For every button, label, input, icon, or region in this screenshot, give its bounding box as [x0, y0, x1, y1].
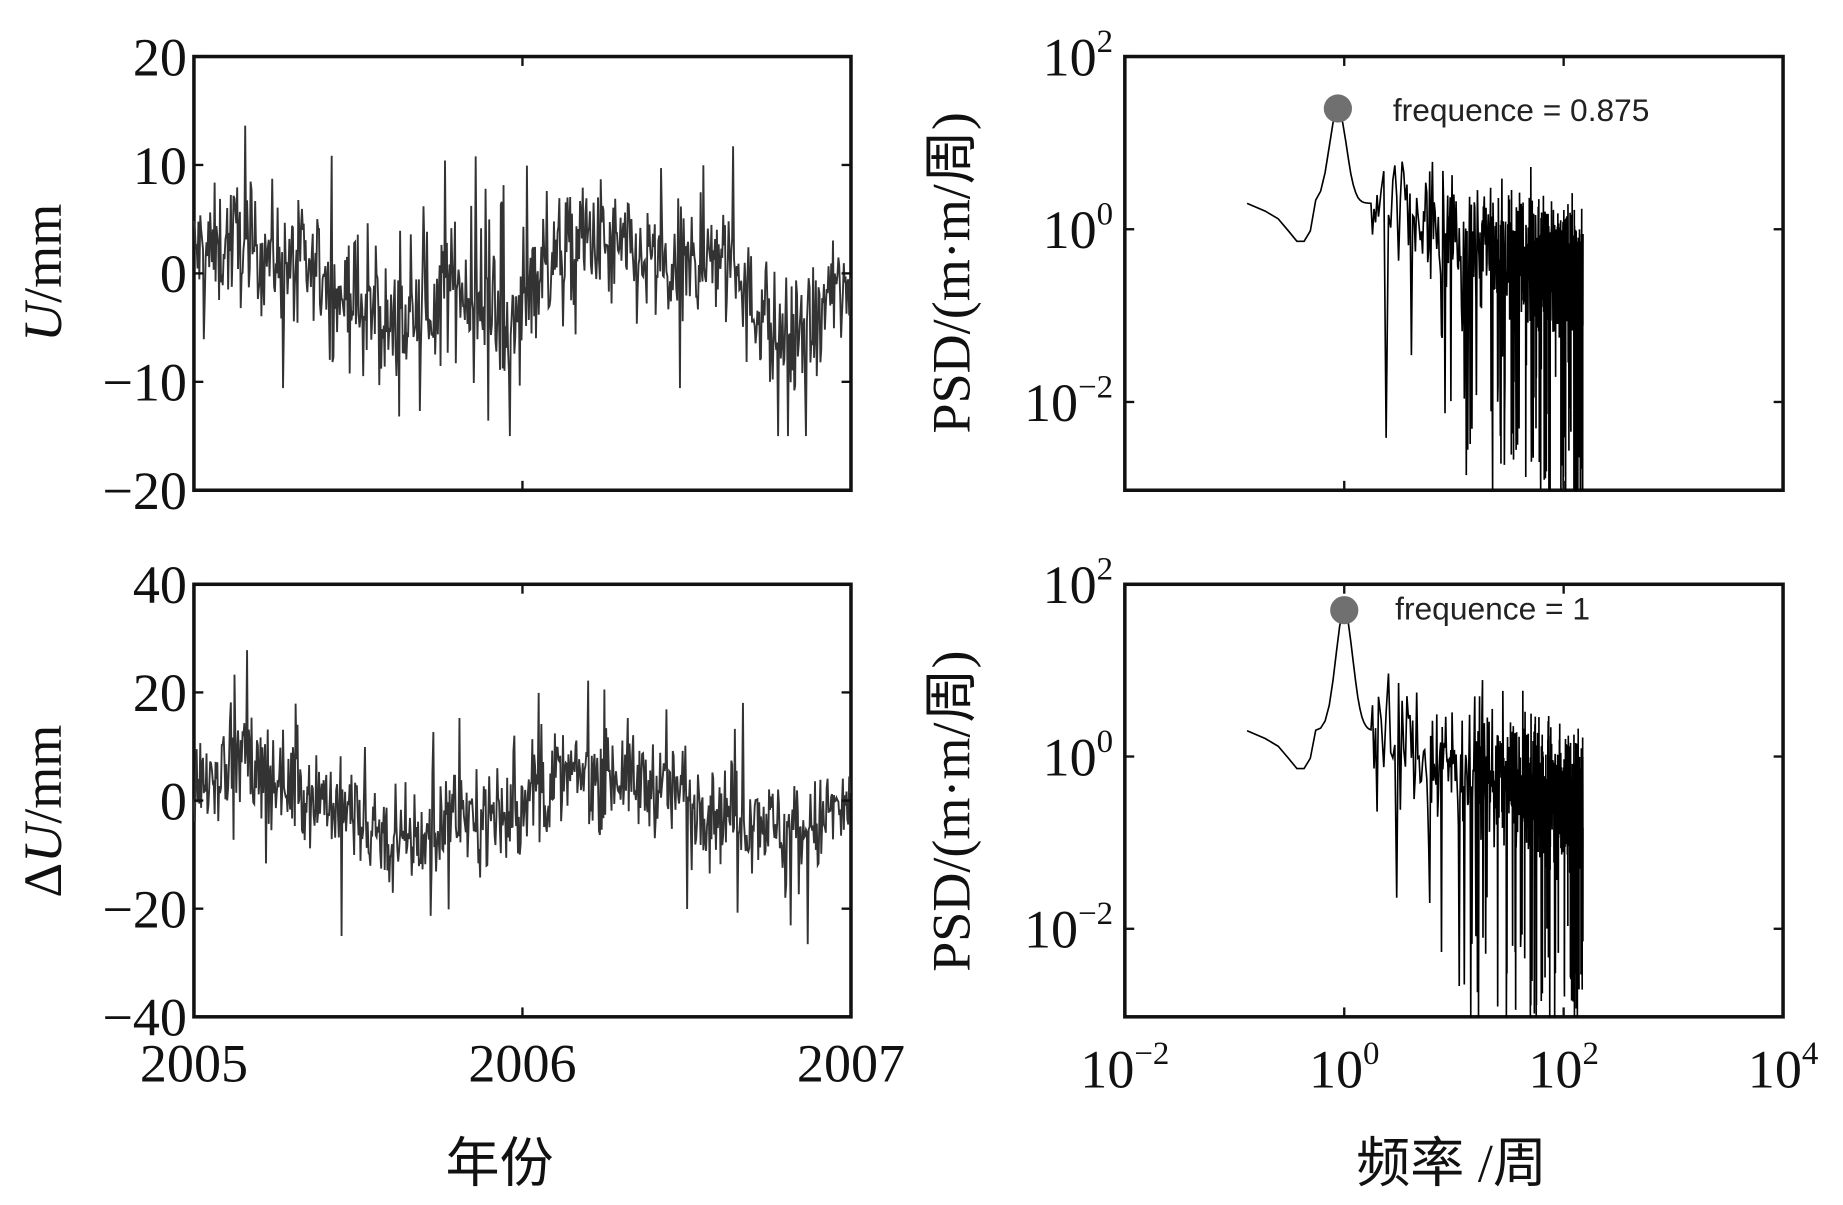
series-line: [192, 650, 851, 945]
x-tick-label: 10−2: [1080, 1036, 1169, 1100]
y-tick-label: −10: [102, 353, 187, 413]
y-tick-label: −20: [102, 461, 187, 521]
y-tick-label: −40: [102, 988, 187, 1048]
plot-frame: [1123, 54, 1785, 493]
peak-annotation: frequence = 0.875: [1393, 92, 1650, 128]
y-tick-label: 10−2: [1024, 369, 1113, 433]
y-tick-label: 20: [133, 27, 187, 87]
x-tick-label: 100: [1309, 1036, 1380, 1100]
y-tick-label: 100: [1043, 724, 1114, 788]
panel-psd-delta-u: 102 100 10−2 10−2 100 102 104 PSD/(m·m/周) freq…: [922, 552, 1819, 1194]
panel-u-timeseries: 20 10 0 −10 −20 U/mm: [13, 27, 853, 521]
peak-marker: [1330, 596, 1359, 625]
y-tick-label: 10−2: [1024, 896, 1113, 960]
y-tick-label: 0: [160, 771, 187, 831]
x-tick-label: 102: [1528, 1036, 1599, 1100]
y-tick-label: 10: [133, 136, 187, 196]
y-tick-label: 40: [133, 555, 187, 615]
y-tick-label: 102: [1043, 24, 1114, 88]
x-axis-label: 频率 /周: [1356, 1133, 1547, 1193]
panel-psd-u: 102 100 10−2 PSD/(m·m/周) frequence = 0.875: [922, 24, 1785, 493]
x-tick-label: 104: [1748, 1036, 1819, 1100]
y-axis-label: U/mm: [13, 204, 73, 342]
x-tick-label: 2007: [797, 1033, 905, 1093]
y-tick-label: 102: [1043, 552, 1114, 616]
x-tick-label: 2005: [140, 1033, 248, 1093]
y-axis-label: PSD/(m·m/周): [922, 112, 982, 433]
y-tick-label: −20: [102, 879, 187, 939]
x-axis-label: 年份: [445, 1133, 553, 1193]
y-axis-label: ΔU/mm: [13, 725, 73, 898]
plot-frame: [1123, 582, 1785, 1019]
psd-line: [1246, 108, 1584, 492]
y-axis-label: PSD/(m·m/周): [922, 650, 982, 971]
x-tick-label: 2006: [468, 1033, 576, 1093]
peak-marker: [1323, 94, 1352, 123]
y-tick-label: 0: [160, 244, 187, 304]
psd-line: [1246, 611, 1584, 1017]
y-tick-label: 20: [133, 663, 187, 723]
y-tick-label: 100: [1043, 197, 1114, 261]
peak-annotation: frequence = 1: [1395, 591, 1590, 627]
series-line: [193, 125, 851, 437]
